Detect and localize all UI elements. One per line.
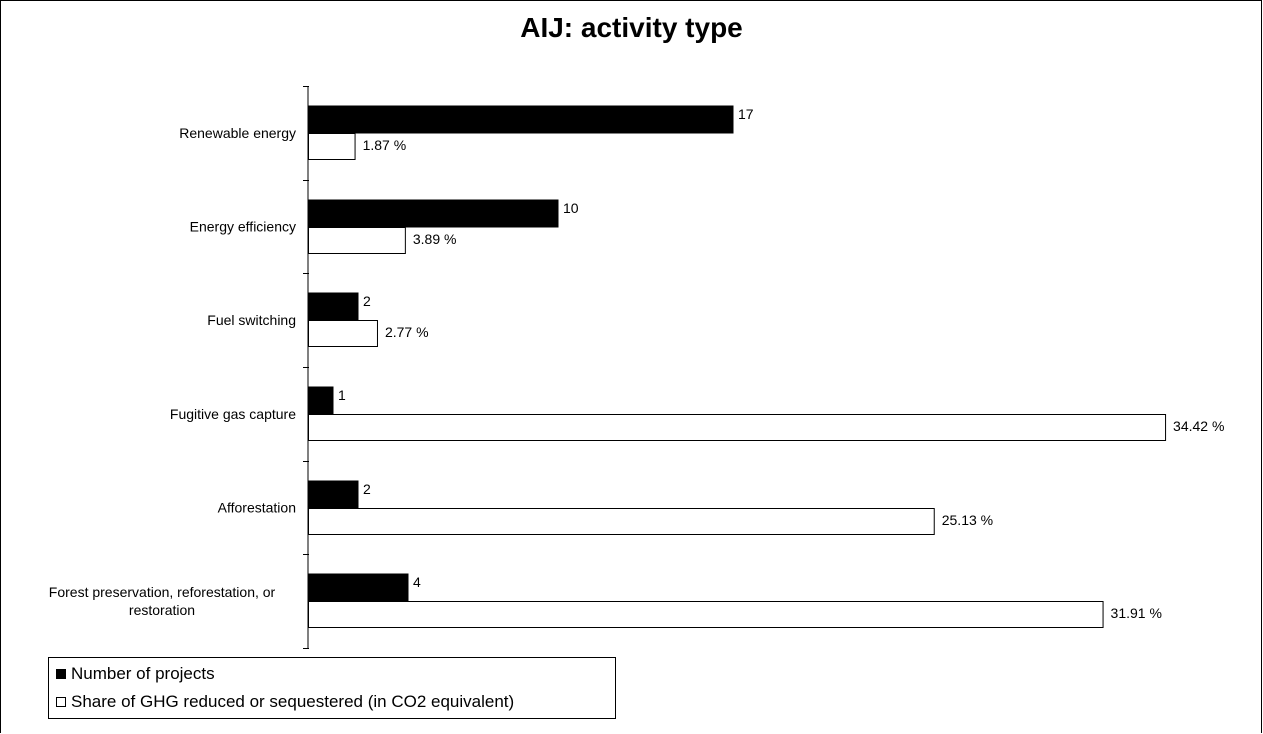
legend-swatch-empty: [56, 697, 66, 707]
data-label-ghg-share: 31.91 %: [1111, 605, 1162, 621]
data-label-number-of-projects: 2: [363, 293, 371, 309]
data-label-ghg-share: 25.13 %: [942, 512, 993, 528]
bar-number-of-projects: [307, 573, 409, 602]
bar-ghg-share: [308, 508, 935, 535]
category-label-line: restoration: [129, 602, 195, 618]
category-label: Fugitive gas capture: [170, 406, 296, 422]
category-label-line: Renewable energy: [179, 125, 296, 141]
bar-number-of-projects: [307, 480, 359, 509]
bar-number-of-projects: [307, 199, 559, 228]
bar-number-of-projects: [307, 105, 734, 134]
legend-item-series-2: Share of GHG reduced or sequestered (in …: [56, 692, 514, 712]
data-label-ghg-share: 34.42 %: [1173, 418, 1224, 434]
category-label: Renewable energy: [179, 125, 296, 141]
legend: Number of projects Share of GHG reduced …: [48, 657, 616, 719]
legend-label-series-1: Number of projects: [71, 664, 215, 683]
data-label-ghg-share: 2.77 %: [385, 324, 429, 340]
bar-ghg-share: [308, 601, 1104, 628]
category-label: Fuel switching: [207, 312, 296, 328]
category-label: Afforestation: [218, 500, 296, 516]
bar-number-of-projects: [307, 386, 334, 415]
legend-label-series-2: Share of GHG reduced or sequestered (in …: [71, 692, 515, 711]
data-label-ghg-share: 1.87 %: [363, 137, 407, 153]
bar-ghg-share: [308, 414, 1167, 441]
bar-ghg-share: [308, 133, 356, 160]
category-label-line: Afforestation: [218, 500, 296, 516]
category-label-line: Energy efficiency: [190, 219, 296, 235]
category-label: Energy efficiency: [190, 219, 296, 235]
legend-swatch-filled: [56, 669, 66, 679]
legend-item-series-1: Number of projects: [56, 664, 215, 684]
category-label-line: Forest preservation, reforestation, or: [49, 584, 276, 600]
data-label-ghg-share: 3.89 %: [413, 231, 457, 247]
data-label-number-of-projects: 10: [563, 200, 579, 216]
data-label-number-of-projects: 1: [338, 387, 346, 403]
category-label-line: Fugitive gas capture: [170, 406, 296, 422]
bar-ghg-share: [308, 227, 406, 254]
chart-title: AIJ: activity type: [520, 12, 743, 43]
data-label-number-of-projects: 17: [738, 106, 754, 122]
bar-ghg-share: [308, 320, 378, 347]
category-label-line: Fuel switching: [207, 312, 296, 328]
bar-number-of-projects: [307, 292, 359, 321]
data-label-number-of-projects: 2: [363, 481, 371, 497]
category-label: Forest preservation, reforestation, or re…: [49, 584, 276, 618]
data-label-number-of-projects: 4: [413, 574, 421, 590]
